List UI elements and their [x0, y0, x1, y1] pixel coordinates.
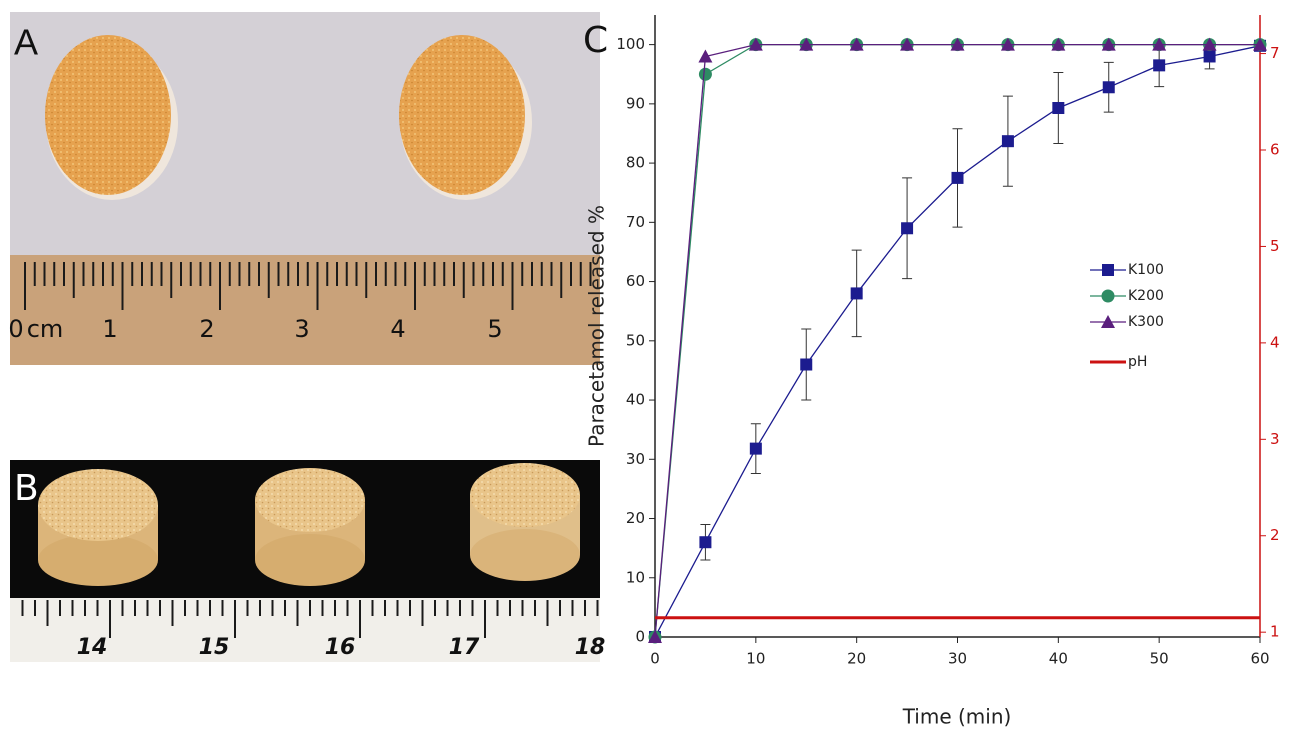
- y-axis-title: Paracetamol released %: [585, 205, 609, 447]
- x-tick-label: 40: [1049, 650, 1068, 668]
- y2-tick-label: 6: [1270, 141, 1280, 159]
- y-tick-label: 100: [616, 35, 645, 53]
- marker: [1002, 135, 1014, 147]
- ruler-label: 4: [390, 315, 405, 343]
- ruler-label: cm: [27, 315, 64, 343]
- y2-tick-label: 1: [1270, 623, 1280, 641]
- ruler-label: 14: [77, 635, 108, 660]
- legend-label: K100: [1128, 262, 1164, 278]
- y-tick-label: 80: [626, 154, 645, 172]
- y-tick-label: 0: [635, 628, 645, 646]
- marker: [699, 536, 711, 548]
- figure: 0cm123451415161718 A B C Time (min) Para…: [0, 0, 1295, 736]
- ruler-label: 15: [199, 635, 230, 660]
- photo-b: [10, 460, 600, 662]
- y2-tick-label: 5: [1270, 237, 1280, 255]
- marker: [1103, 81, 1115, 93]
- ruler-label: 2: [199, 315, 214, 343]
- y-tick-label: 20: [626, 509, 645, 527]
- y2-tick-label: 7: [1270, 44, 1280, 62]
- marker: [699, 68, 712, 81]
- marker: [750, 443, 762, 455]
- marker: [1102, 290, 1115, 303]
- ruler-label: 5: [487, 315, 502, 343]
- photo-a: [10, 12, 600, 365]
- y2-tick-label: 4: [1270, 333, 1280, 351]
- y-tick-label: 30: [626, 450, 645, 468]
- x-tick-label: 50: [1150, 650, 1169, 668]
- marker: [1102, 264, 1114, 276]
- y-tick-label: 70: [626, 213, 645, 231]
- x-tick-label: 30: [948, 650, 967, 668]
- marker: [1204, 50, 1216, 62]
- panel-label: C: [583, 20, 608, 61]
- y-tick-label: 90: [626, 94, 645, 112]
- marker: [901, 222, 913, 234]
- y-tick-label: 50: [626, 331, 645, 349]
- ruler-label: 17: [449, 635, 480, 660]
- x-axis-title: Time (min): [902, 705, 1012, 729]
- y-tick-label: 40: [626, 391, 645, 409]
- marker: [851, 287, 863, 299]
- ruler-label: 3: [294, 315, 309, 343]
- marker: [800, 359, 812, 371]
- y2-tick-label: 3: [1270, 430, 1280, 448]
- ruler-label: 16: [325, 635, 356, 660]
- x-tick-label: 20: [847, 650, 866, 668]
- x-tick-label: 10: [746, 650, 765, 668]
- panel-label: B: [14, 468, 39, 509]
- x-tick-label: 60: [1250, 650, 1269, 668]
- ruler-label: 1: [102, 315, 117, 343]
- y-tick-label: 10: [626, 568, 645, 586]
- legend-label: pH: [1128, 354, 1147, 370]
- y2-tick-label: 2: [1270, 526, 1280, 544]
- legend-label: K200: [1128, 288, 1164, 304]
- marker: [952, 172, 964, 184]
- panel-label: A: [14, 22, 38, 63]
- marker: [1052, 102, 1064, 114]
- y-tick-label: 60: [626, 272, 645, 290]
- x-tick-label: 0: [650, 650, 660, 668]
- ruler-label: 18: [575, 635, 606, 660]
- marker: [1153, 59, 1165, 71]
- legend-label: K300: [1128, 314, 1164, 330]
- ruler-label: 0: [8, 315, 23, 343]
